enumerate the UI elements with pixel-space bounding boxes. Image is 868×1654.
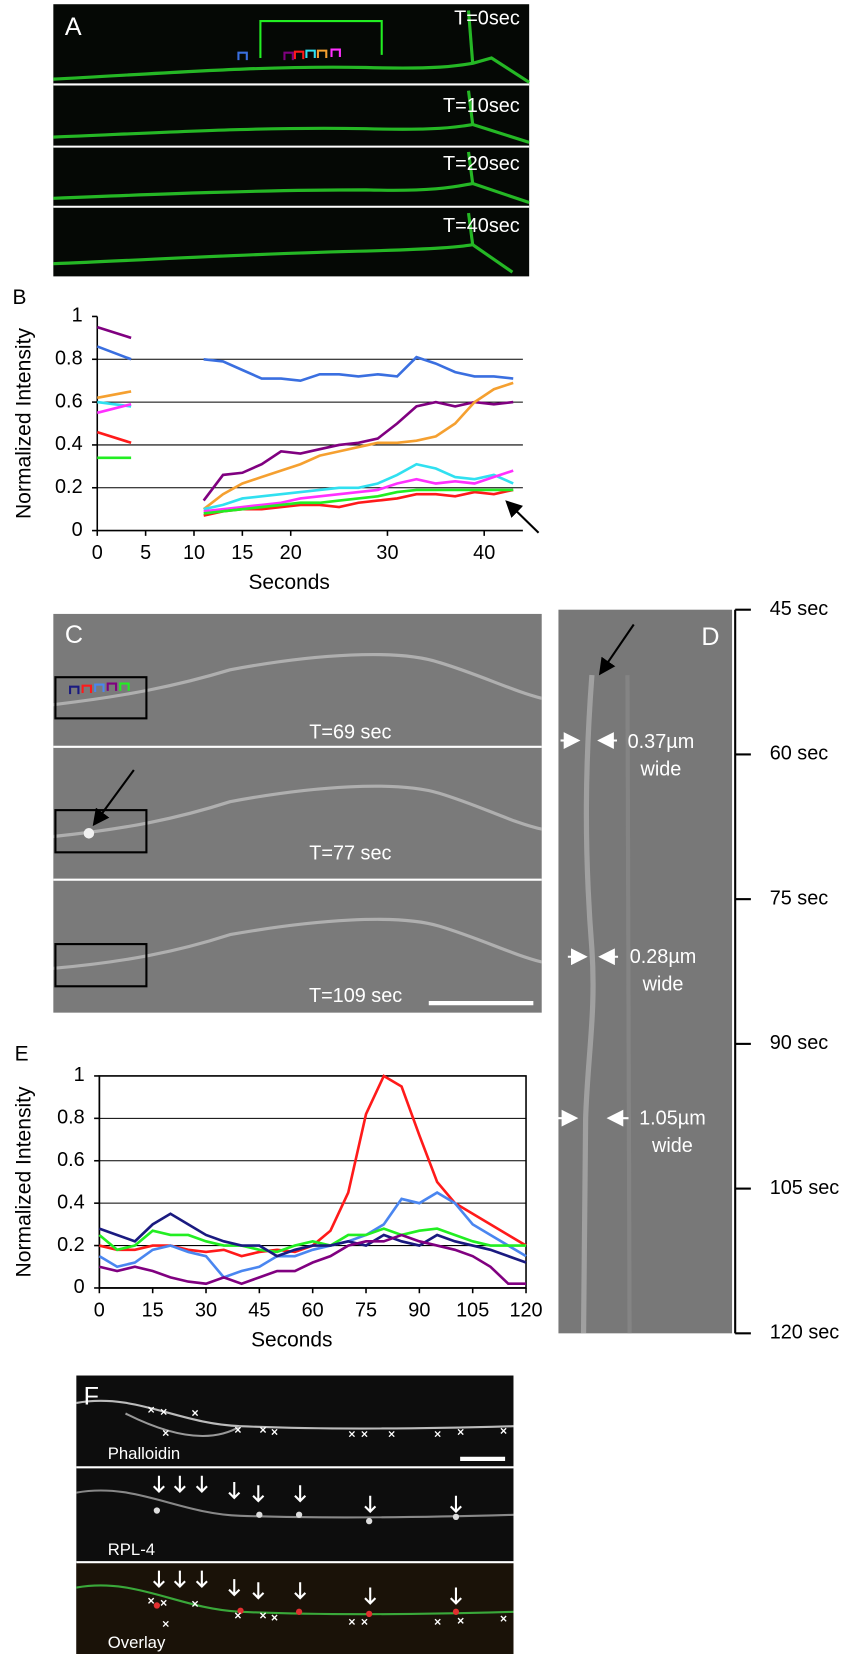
y-tick-label: 0.8	[57, 1107, 85, 1129]
plot-frame	[98, 1075, 527, 1289]
y-tick-label: 0.2	[55, 476, 83, 498]
y-tick-label: 0.4	[57, 1191, 85, 1213]
time-label: 90 sec	[770, 1032, 829, 1054]
panel-c: C T=69 sec T=77 sec T=109 sec	[53, 613, 543, 1013]
x-tick-label: 105	[456, 1299, 489, 1321]
time-label: 75 sec	[770, 887, 829, 909]
x-tick-label: 0	[94, 1299, 105, 1321]
series-line	[97, 381, 514, 511]
time-label: T=77 sec	[309, 843, 391, 865]
panel-letter: D	[701, 623, 719, 651]
micrograph	[53, 4, 530, 277]
x-tick-label: 120	[509, 1299, 542, 1321]
stain-label: Phalloidin	[108, 1444, 181, 1463]
panel-f: F Phalloidin RPL-4 Overlay	[76, 1375, 514, 1654]
series-line	[98, 1212, 527, 1264]
series-line	[98, 1227, 527, 1254]
x-tick-label: 10	[183, 542, 205, 564]
y-axis-label: Normalized Intensity	[13, 1086, 36, 1278]
x-tick-label: 20	[280, 542, 302, 564]
series-line	[97, 400, 514, 511]
series-line	[96, 402, 514, 513]
y-tick-label: 0.6	[57, 1149, 85, 1171]
width-label: wide	[651, 1135, 693, 1157]
y-tick-label: 0.8	[55, 347, 83, 369]
width-label: 0.28µm	[630, 946, 697, 968]
time-label: T=69 sec	[309, 721, 391, 743]
time-label: 105 sec	[770, 1177, 840, 1199]
width-label: 1.05µm	[639, 1107, 706, 1129]
micrograph	[53, 613, 542, 1013]
time-label: T=0sec	[454, 7, 520, 29]
x-tick-label: 15	[231, 542, 253, 564]
time-label: T=109 sec	[309, 985, 402, 1007]
series-line	[99, 1074, 527, 1258]
series-line	[97, 456, 514, 515]
stain-label: RPL-4	[108, 1540, 155, 1559]
panel-d: D 0.37µm wide 0.28µm wide 1.05µm wide	[556, 609, 737, 1334]
time-label: 45 sec	[770, 598, 829, 620]
panel-letter: B	[13, 286, 27, 309]
series-line	[96, 325, 514, 502]
x-tick-label: 45	[248, 1299, 270, 1321]
stain-label: Overlay	[108, 1633, 166, 1652]
width-label: wide	[642, 973, 684, 995]
y-tick-label: 1	[72, 305, 83, 327]
y-tick-label: 0.2	[57, 1234, 85, 1256]
y-tick-label: 1	[74, 1064, 85, 1086]
series-line	[98, 1191, 527, 1279]
panel-letter: C	[65, 621, 83, 649]
x-axis-label: Seconds	[248, 571, 329, 594]
x-tick-label: 40	[473, 542, 495, 564]
x-tick-label: 60	[302, 1299, 324, 1321]
width-label: wide	[640, 758, 682, 780]
time-label: 60 sec	[770, 743, 829, 765]
x-tick-label: 0	[92, 542, 103, 564]
x-tick-label: 90	[408, 1299, 430, 1321]
panel-letter: A	[65, 13, 82, 41]
panel-letter: F	[84, 1382, 99, 1410]
y-tick-label: 0	[74, 1276, 85, 1298]
y-tick-label: 0.4	[55, 433, 83, 455]
x-tick-label: 30	[195, 1299, 217, 1321]
x-tick-label: 5	[140, 542, 151, 564]
x-tick-label: 30	[376, 542, 398, 564]
width-label: 0.37µm	[628, 731, 695, 753]
series-line	[96, 345, 514, 383]
panel-letter: E	[15, 1042, 29, 1065]
y-axis-label: Normalized Intensity	[13, 327, 36, 519]
time-label: T=20sec	[443, 153, 520, 175]
y-tick-label: 0.6	[55, 390, 83, 412]
x-tick-label: 75	[355, 1299, 377, 1321]
x-tick-label: 15	[142, 1299, 164, 1321]
series-line	[99, 1233, 527, 1286]
x-axis-label: Seconds	[251, 1328, 332, 1351]
time-label: T=10sec	[443, 95, 520, 117]
time-label: T=40sec	[443, 215, 520, 237]
series-line	[96, 430, 514, 517]
time-label: 120 sec	[770, 1322, 840, 1344]
y-tick-label: 0	[72, 519, 83, 541]
panel-a: A T=0sec T=10sec T=20sec T=40sec	[53, 4, 531, 277]
